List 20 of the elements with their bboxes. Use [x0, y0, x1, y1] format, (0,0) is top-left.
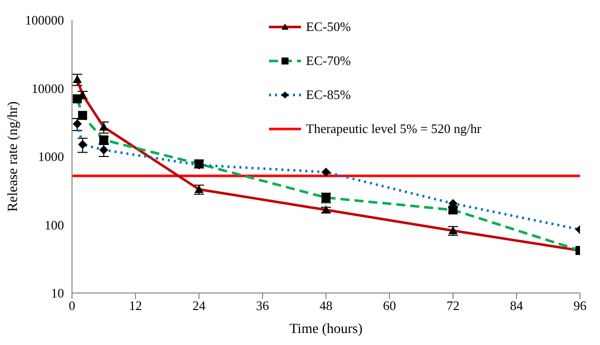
legend-label: Therapeutic level 5% = 520 ng/hr: [306, 121, 482, 137]
legend-label: EC-50%: [306, 19, 351, 35]
y-tick-label: 1000: [38, 149, 64, 164]
x-tick-label: 60: [383, 298, 396, 314]
x-tick-label: 84: [510, 298, 524, 314]
x-tick-label: 96: [574, 298, 587, 314]
y-tick-label: 100000: [25, 12, 64, 28]
x-tick-label: 0: [68, 298, 76, 314]
x-tick-label: 48: [320, 298, 332, 314]
y-tick-label: 10000: [32, 80, 64, 96]
legend-label: EC-85%: [306, 87, 351, 103]
x-tick-label: 12: [129, 298, 142, 314]
y-axis-title: Release rate (ng/hr): [6, 100, 21, 212]
x-tick-label: 72: [446, 298, 460, 314]
legend-label: EC-70%: [306, 53, 351, 69]
x-axis-title: Time (hours): [290, 322, 363, 337]
y-tick-label: 10: [51, 286, 64, 301]
y-tick-label: 100: [44, 217, 64, 232]
x-tick-label: 24: [192, 298, 206, 314]
x-tick-label: 36: [256, 298, 270, 314]
